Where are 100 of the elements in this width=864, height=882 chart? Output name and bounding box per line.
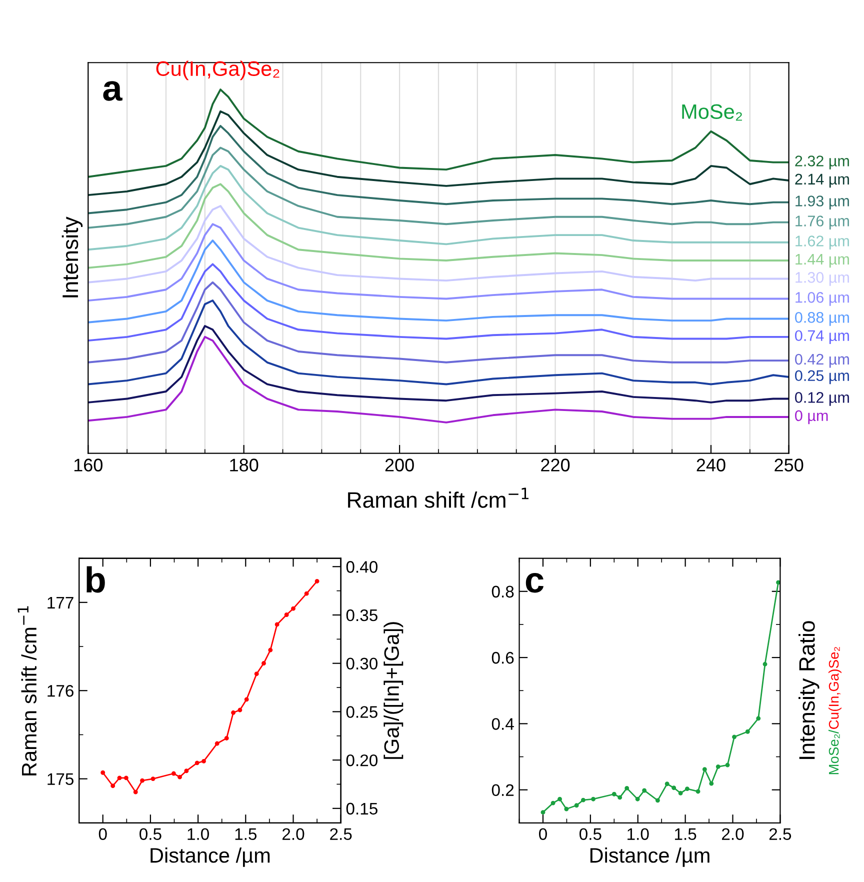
x-tick-label: 240 xyxy=(696,458,726,472)
point xyxy=(684,786,690,792)
y-axis-title: Intensity Ratio xyxy=(798,621,820,759)
annotation: a xyxy=(103,81,122,101)
x-tick-label: 1.5 xyxy=(235,828,257,840)
series-label: 0.25 µm xyxy=(795,370,849,384)
y2-axis-title: [Ga]/([In]+[Ga]) xyxy=(384,622,404,759)
x-axis-title: Distance /µm xyxy=(150,847,270,867)
x-tick-label: 0.5 xyxy=(579,828,602,840)
point xyxy=(231,710,236,715)
x-tick-label: 0 xyxy=(539,828,547,840)
point xyxy=(133,790,138,794)
point xyxy=(702,767,707,772)
point xyxy=(716,764,720,769)
x-tick-label: 200 xyxy=(385,458,414,472)
x-axis-title: Raman shift /cm$^{−1}$ xyxy=(348,488,528,508)
y-tick-label: 177 xyxy=(48,596,74,608)
x-tick-label: 2.5 xyxy=(769,828,792,840)
x-tick-label: 220 xyxy=(541,458,570,472)
point xyxy=(238,708,242,712)
y-axis-title: Intensity xyxy=(62,216,83,298)
y2-tick-label: 0.35 xyxy=(346,609,378,622)
text: MoSe₂/Cu(In,Ga)Se₂ xyxy=(828,646,842,774)
point xyxy=(304,591,309,596)
point xyxy=(709,781,714,786)
point xyxy=(268,648,273,652)
y2-tick-label: 0.20 xyxy=(346,754,378,766)
y2-tick-label: 0.15 xyxy=(346,802,378,815)
point xyxy=(224,736,229,740)
y-tick-label: 0.8 xyxy=(492,586,514,598)
point xyxy=(612,792,616,796)
point xyxy=(150,776,156,782)
series-label: 1.76 µm xyxy=(796,216,849,230)
x-axis-title: Distance /µm xyxy=(590,847,710,867)
point xyxy=(564,806,569,812)
point xyxy=(678,790,683,796)
y-tick-label: 175 xyxy=(48,773,74,786)
x-tick-label: 1.0 xyxy=(188,828,209,840)
point xyxy=(635,796,640,802)
y2-tick-label: 0.25 xyxy=(346,706,378,718)
y2-tick-label: 0.40 xyxy=(346,561,378,573)
point xyxy=(284,612,289,617)
point xyxy=(725,762,730,768)
point xyxy=(100,770,106,775)
point xyxy=(194,760,200,766)
point xyxy=(274,622,280,627)
point xyxy=(202,758,206,764)
series-label: 0.88 µm xyxy=(795,312,849,326)
point xyxy=(540,810,546,815)
point xyxy=(117,776,122,780)
annotation: c xyxy=(526,572,544,593)
series-label: 1.93 µm xyxy=(796,196,849,210)
point xyxy=(762,662,768,666)
point xyxy=(124,776,128,780)
series-label: 0.42 µm xyxy=(795,354,849,368)
point xyxy=(558,796,562,802)
series-label: 2.32 µm xyxy=(795,156,849,170)
point xyxy=(254,672,259,676)
point xyxy=(756,716,761,721)
point xyxy=(244,697,249,702)
point xyxy=(291,606,296,611)
series-label: 2.14 µm xyxy=(795,174,849,188)
point xyxy=(655,798,660,803)
series-label: 1.44 µm xyxy=(796,254,849,268)
x-tick-label: 160 xyxy=(74,458,102,472)
series-label: 1.06 µm xyxy=(796,292,849,306)
point xyxy=(624,786,630,790)
series-label: 0 µm xyxy=(795,410,828,424)
x-tick-label: 2.5 xyxy=(330,828,352,840)
point xyxy=(140,778,144,783)
x-tick-label: 1.5 xyxy=(674,828,696,840)
y-tick-label: 0.6 xyxy=(492,652,514,664)
point xyxy=(618,795,622,800)
y-tick-label: 0.2 xyxy=(492,784,514,796)
y-tick-label: 176 xyxy=(48,685,74,697)
point xyxy=(314,579,320,584)
point xyxy=(178,774,182,780)
point xyxy=(171,771,176,776)
point xyxy=(642,788,647,793)
point xyxy=(262,661,266,666)
point xyxy=(732,734,736,740)
x-tick-label: 180 xyxy=(230,458,258,472)
point xyxy=(110,784,116,788)
point xyxy=(745,729,750,734)
point xyxy=(776,580,780,585)
point xyxy=(672,786,676,790)
point xyxy=(550,800,556,806)
annotation: MoSe₂ xyxy=(682,104,742,121)
y-tick-label: 0.4 xyxy=(492,718,514,730)
x-tick-label: 1.0 xyxy=(628,828,649,840)
point xyxy=(214,741,220,746)
series-label: 0.12 µm xyxy=(795,392,849,406)
point xyxy=(591,796,596,802)
point xyxy=(664,782,670,786)
text: Cu(In,Ga)Se₂ xyxy=(156,60,280,80)
annotation: b xyxy=(86,566,105,593)
series-label: 1.62 µm xyxy=(796,236,849,250)
point xyxy=(580,798,586,802)
x-tick-label: 2.0 xyxy=(282,828,304,840)
x-tick-label: 2.0 xyxy=(722,828,744,840)
